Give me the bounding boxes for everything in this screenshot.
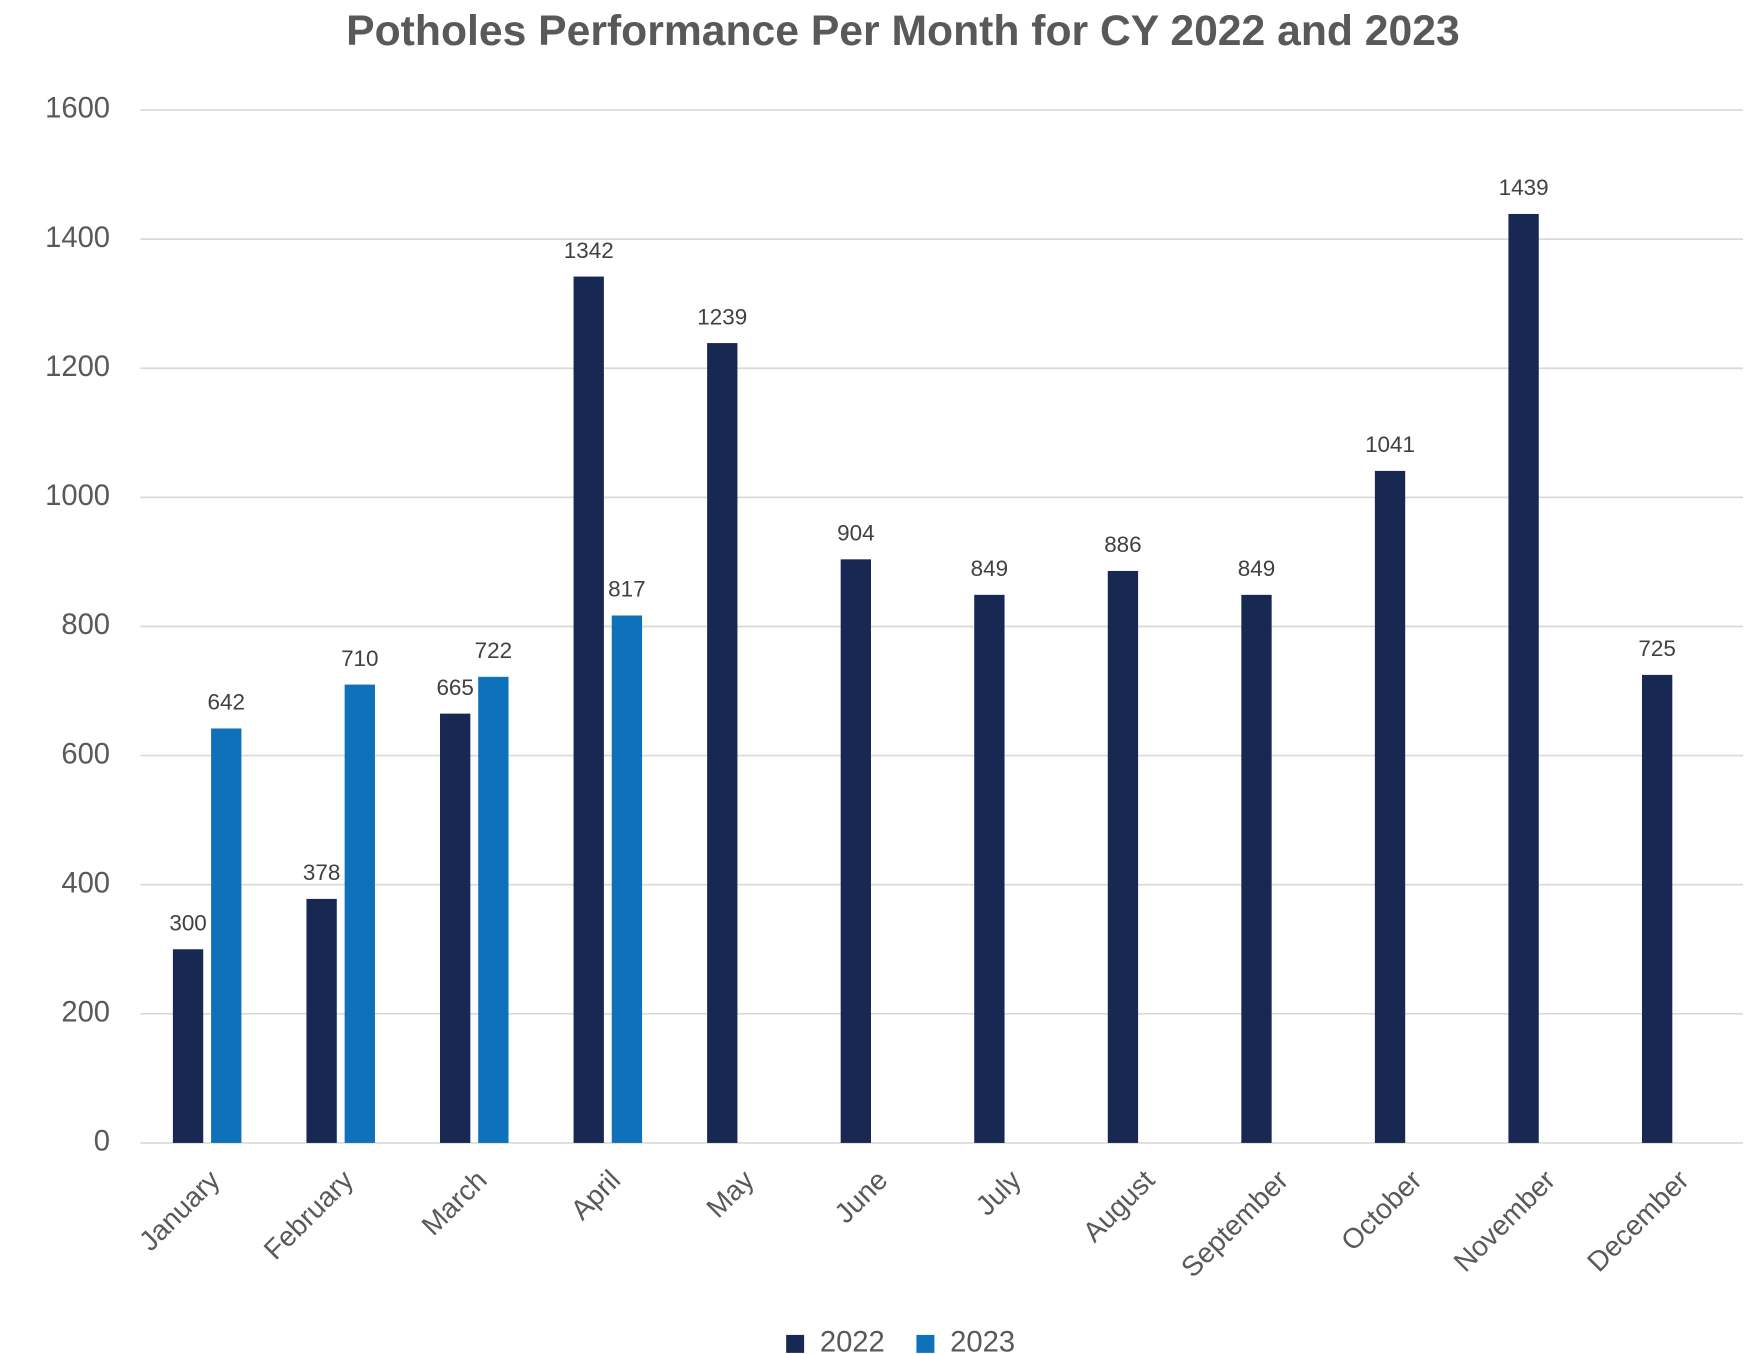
data-label: 710 bbox=[341, 646, 378, 671]
bar bbox=[573, 276, 604, 1143]
data-label: 642 bbox=[208, 690, 245, 715]
x-tick-label: June bbox=[828, 1164, 893, 1229]
legend-swatch bbox=[786, 1334, 805, 1353]
legend-swatch bbox=[916, 1334, 935, 1353]
data-label: 1041 bbox=[1365, 432, 1415, 457]
y-tick-label: 200 bbox=[61, 997, 110, 1029]
y-tick-label: 1600 bbox=[45, 93, 110, 125]
data-label: 722 bbox=[475, 638, 512, 663]
bar bbox=[478, 676, 509, 1143]
data-label: 1439 bbox=[1499, 175, 1549, 200]
x-tick-label: August bbox=[1077, 1164, 1161, 1248]
bar bbox=[707, 343, 738, 1143]
bar bbox=[1241, 594, 1272, 1143]
y-tick-label: 0 bbox=[94, 1126, 110, 1158]
x-tick-label: September bbox=[1175, 1164, 1294, 1283]
y-tick-label: 400 bbox=[61, 867, 110, 899]
bar bbox=[172, 949, 204, 1143]
x-tick-label: December bbox=[1581, 1164, 1694, 1277]
x-tick-label: October bbox=[1335, 1164, 1428, 1256]
x-tick-label: November bbox=[1448, 1164, 1561, 1277]
chart-title: Potholes Performance Per Month for CY 20… bbox=[346, 7, 1460, 55]
bar bbox=[306, 898, 337, 1143]
data-label: 1239 bbox=[697, 304, 747, 329]
y-tick-label: 1200 bbox=[45, 351, 110, 383]
bar bbox=[1107, 570, 1139, 1143]
bar bbox=[1374, 470, 1406, 1143]
data-label: 378 bbox=[303, 860, 340, 885]
x-tick-label: April bbox=[565, 1164, 627, 1226]
y-tick-label: 800 bbox=[61, 609, 110, 641]
data-label: 904 bbox=[837, 521, 874, 546]
data-label: 665 bbox=[436, 675, 473, 700]
x-tick-label: March bbox=[416, 1164, 493, 1241]
y-tick-label: 1000 bbox=[45, 480, 110, 512]
y-tick-label: 600 bbox=[61, 738, 110, 770]
y-tick-label: 1400 bbox=[45, 222, 110, 254]
data-label: 817 bbox=[608, 577, 645, 602]
legend-label: 2023 bbox=[950, 1327, 1015, 1354]
legend-label: 2022 bbox=[820, 1327, 885, 1354]
bar bbox=[1508, 213, 1539, 1143]
data-label: 886 bbox=[1104, 532, 1141, 557]
x-tick-label: July bbox=[970, 1164, 1027, 1221]
bar bbox=[344, 684, 375, 1143]
bar bbox=[840, 559, 871, 1143]
bar bbox=[1641, 674, 1673, 1143]
bar bbox=[974, 594, 1005, 1143]
data-label: 1342 bbox=[564, 238, 614, 263]
data-label: 849 bbox=[1238, 556, 1275, 581]
bar bbox=[611, 615, 643, 1143]
x-tick-label: February bbox=[258, 1164, 359, 1265]
x-tick-label: May bbox=[700, 1164, 759, 1223]
data-label: 849 bbox=[971, 556, 1008, 581]
bar bbox=[440, 713, 471, 1143]
bar bbox=[211, 728, 242, 1143]
x-tick-label: January bbox=[133, 1164, 226, 1257]
data-label: 300 bbox=[169, 910, 206, 935]
data-label: 725 bbox=[1638, 636, 1675, 661]
